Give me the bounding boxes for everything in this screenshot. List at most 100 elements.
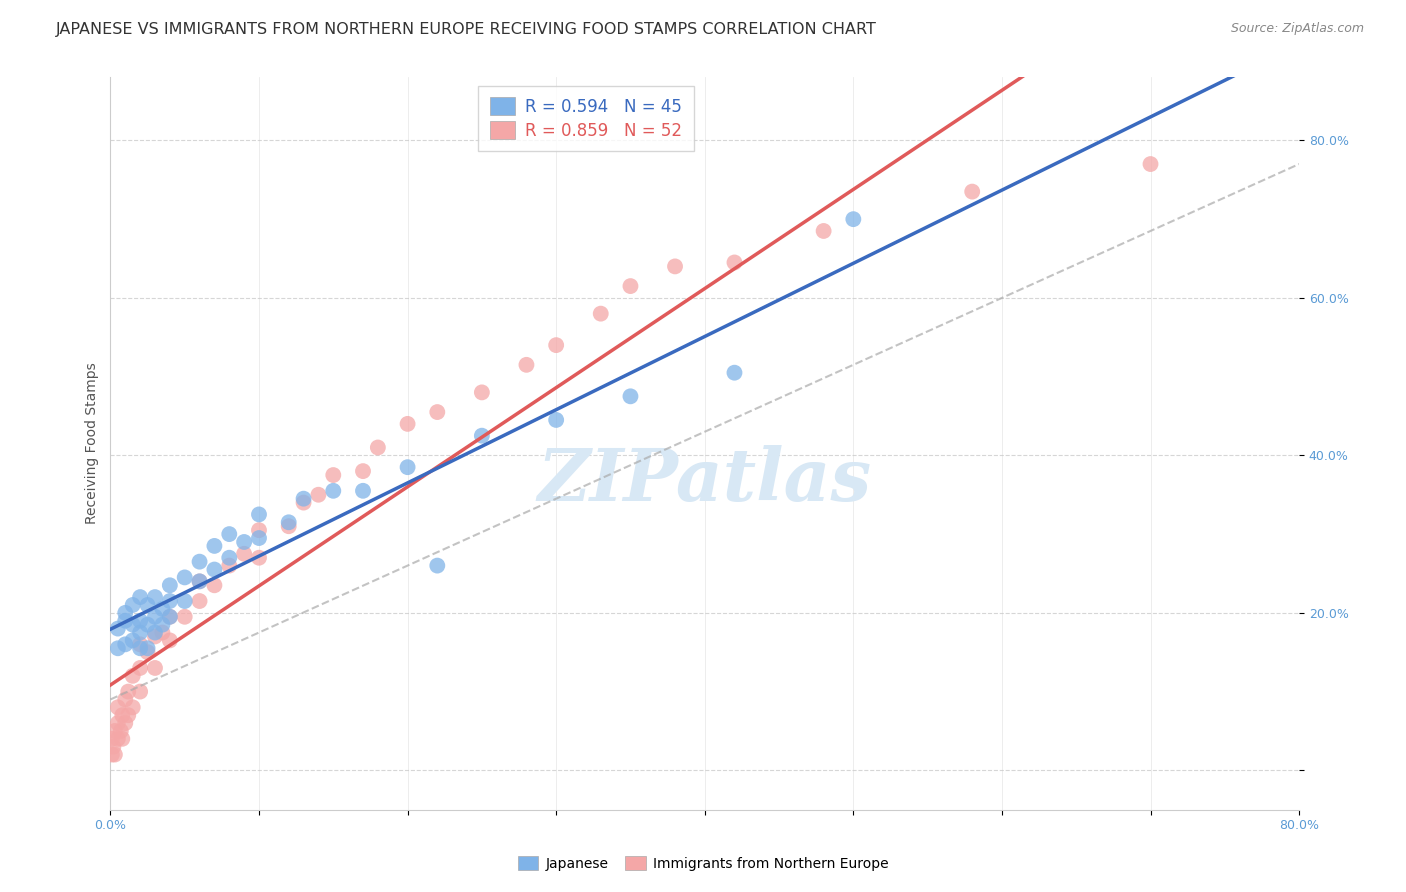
Point <box>723 255 745 269</box>
Point <box>723 366 745 380</box>
Point <box>204 578 226 592</box>
Point <box>110 723 132 738</box>
Point <box>159 594 181 608</box>
Point <box>143 661 166 675</box>
Point <box>114 606 136 620</box>
Point <box>173 609 195 624</box>
Point <box>121 617 143 632</box>
Point <box>471 428 494 442</box>
Point <box>121 633 143 648</box>
Point <box>218 550 240 565</box>
Legend: R = 0.594   N = 45, R = 0.859   N = 52: R = 0.594 N = 45, R = 0.859 N = 52 <box>478 86 693 152</box>
Point <box>136 645 159 659</box>
Point <box>1139 157 1161 171</box>
Point <box>111 708 134 723</box>
Point <box>188 574 211 589</box>
Point <box>277 516 299 530</box>
Point <box>129 684 152 698</box>
Point <box>114 637 136 651</box>
Point <box>129 625 152 640</box>
Point <box>664 260 686 274</box>
Point <box>114 692 136 706</box>
Point <box>546 413 568 427</box>
Point <box>103 739 125 754</box>
Point <box>396 417 419 431</box>
Point <box>960 185 983 199</box>
Point <box>426 558 449 573</box>
Point <box>101 731 124 746</box>
Point <box>101 747 124 762</box>
Point <box>307 488 329 502</box>
Y-axis label: Receiving Food Stamps: Receiving Food Stamps <box>86 363 100 524</box>
Point <box>152 617 174 632</box>
Point <box>322 468 344 483</box>
Point <box>352 483 374 498</box>
Point <box>619 279 641 293</box>
Point <box>159 609 181 624</box>
Point <box>188 594 211 608</box>
Point <box>136 617 159 632</box>
Point <box>188 574 211 589</box>
Point <box>114 614 136 628</box>
Point <box>188 555 211 569</box>
Point <box>842 212 865 227</box>
Point <box>218 558 240 573</box>
Point <box>159 609 181 624</box>
Point <box>396 460 419 475</box>
Point <box>247 531 270 545</box>
Point <box>546 338 568 352</box>
Point <box>129 614 152 628</box>
Text: JAPANESE VS IMMIGRANTS FROM NORTHERN EUROPE RECEIVING FOOD STAMPS CORRELATION CH: JAPANESE VS IMMIGRANTS FROM NORTHERN EUR… <box>56 22 877 37</box>
Point <box>352 464 374 478</box>
Point <box>292 491 315 506</box>
Point <box>152 625 174 640</box>
Point <box>159 633 181 648</box>
Point <box>114 716 136 731</box>
Point <box>107 716 129 731</box>
Point <box>107 700 129 714</box>
Point <box>129 637 152 651</box>
Point <box>218 527 240 541</box>
Point <box>143 590 166 604</box>
Point <box>247 523 270 537</box>
Point <box>247 508 270 522</box>
Point <box>426 405 449 419</box>
Point <box>129 661 152 675</box>
Point <box>121 700 143 714</box>
Text: Source: ZipAtlas.com: Source: ZipAtlas.com <box>1230 22 1364 36</box>
Point <box>136 641 159 656</box>
Point <box>143 630 166 644</box>
Point <box>121 669 143 683</box>
Text: ZIPatlas: ZIPatlas <box>537 445 872 516</box>
Point <box>204 539 226 553</box>
Point <box>159 578 181 592</box>
Point <box>121 598 143 612</box>
Point <box>104 747 127 762</box>
Point <box>233 547 256 561</box>
Point <box>322 483 344 498</box>
Point <box>104 723 127 738</box>
Point <box>143 625 166 640</box>
Point <box>136 598 159 612</box>
Point <box>277 519 299 533</box>
Point <box>173 594 195 608</box>
Point <box>471 385 494 400</box>
Point <box>107 622 129 636</box>
Point <box>367 441 389 455</box>
Point <box>143 609 166 624</box>
Point <box>117 684 139 698</box>
Point <box>515 358 537 372</box>
Point <box>107 641 129 656</box>
Legend: Japanese, Immigrants from Northern Europe: Japanese, Immigrants from Northern Europ… <box>512 850 894 876</box>
Point <box>129 590 152 604</box>
Point <box>813 224 835 238</box>
Point <box>173 570 195 584</box>
Point <box>247 550 270 565</box>
Point <box>117 708 139 723</box>
Point <box>233 535 256 549</box>
Point <box>107 731 129 746</box>
Point <box>129 641 152 656</box>
Point <box>292 495 315 509</box>
Point <box>619 389 641 403</box>
Point <box>204 562 226 576</box>
